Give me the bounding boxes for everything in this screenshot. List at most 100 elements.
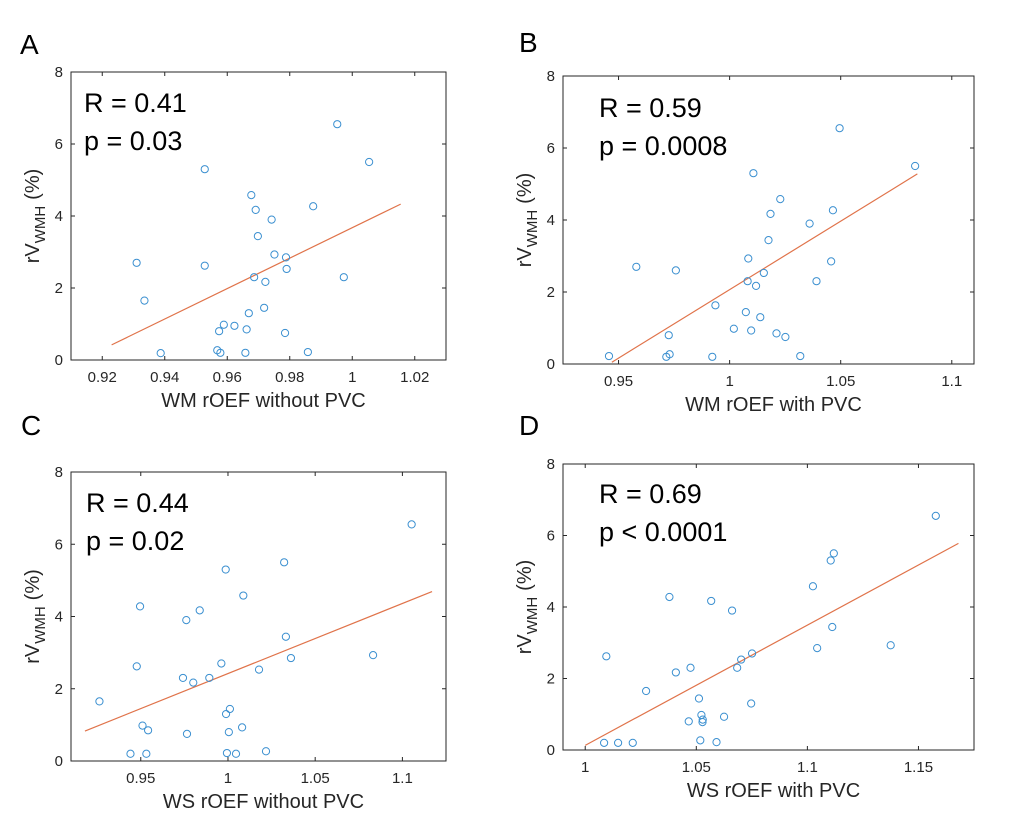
data-point [829, 549, 838, 558]
data-point [602, 652, 611, 661]
data-point [215, 327, 224, 336]
data-point [812, 277, 821, 286]
x-tick-label: 1.05 [826, 373, 855, 390]
panel-letter: B [519, 27, 538, 58]
data-point [931, 511, 940, 520]
data-point [333, 120, 342, 129]
data-point [221, 709, 231, 719]
data-point [205, 673, 214, 683]
data-point [764, 236, 773, 245]
data-point [751, 281, 761, 290]
y-axis-label: rVWMH (%) [514, 560, 541, 655]
x-axis-label: WS rOEF without PVC [163, 791, 364, 813]
data-point [365, 157, 374, 167]
data-point [641, 686, 651, 696]
data-point [95, 697, 104, 706]
data-point [200, 261, 209, 270]
data-point [665, 592, 674, 602]
y-tick-label: 4 [55, 609, 63, 626]
data-point [281, 253, 291, 262]
x-tick-label: 0.95 [126, 770, 155, 787]
y-tick-label: 0 [55, 753, 63, 770]
x-axis-label: WS rOEF with PVC [687, 780, 860, 802]
data-point [407, 520, 416, 529]
y-label-unit: (%) [22, 169, 44, 200]
data-point [747, 649, 757, 658]
x-tick-label: 0.94 [150, 369, 179, 386]
data-point [766, 209, 775, 218]
data-point [135, 602, 145, 611]
data-point [251, 205, 260, 214]
y-tick-label: 2 [55, 681, 63, 698]
data-point [242, 325, 251, 334]
y-tick-label: 6 [547, 528, 555, 545]
data-point [286, 653, 296, 663]
p-value: p < 0.0001 [599, 517, 727, 547]
data-point [600, 738, 609, 747]
data-point [826, 556, 835, 565]
data-point [132, 662, 141, 671]
data-point [182, 616, 191, 625]
y-label-subscript: WMH [32, 606, 49, 644]
y-tick-label: 0 [547, 742, 555, 759]
data-point [737, 655, 746, 664]
data-point [216, 348, 225, 357]
data-point [225, 704, 234, 714]
y-tick-label: 2 [547, 284, 555, 301]
data-point [140, 296, 149, 305]
data-point [628, 738, 637, 747]
data-point [132, 258, 141, 267]
y-axis-label: rVWMH (%) [514, 173, 541, 268]
x-tick-label: 1.02 [400, 369, 429, 386]
fit-line [84, 591, 433, 732]
x-tick-label: 1.1 [392, 770, 413, 787]
y-tick-label: 4 [55, 208, 63, 225]
y-tick-label: 8 [547, 68, 555, 85]
data-point [711, 301, 720, 310]
data-point [230, 321, 239, 330]
data-point [613, 738, 623, 747]
r-value: R = 0.44 [86, 488, 189, 518]
data-point [808, 582, 818, 591]
y-tick-label: 0 [55, 352, 63, 369]
panel-d: D 1 1.05 1.1 1.15 0 2 4 6 8 R = 0.69 p < 0.0001 WS r… [514, 410, 975, 802]
panel-letter: D [519, 410, 539, 441]
panel-c: C 0.95 1 1.05 1.1 0 2 4 6 8 R = 0.44 p = 0.02 WS rOE… [21, 410, 447, 813]
y-label-subscript: WMH [524, 210, 541, 248]
p-value: p = 0.0008 [599, 131, 727, 161]
x-tick-label: 1 [581, 759, 589, 776]
y-label-unit: (%) [514, 173, 536, 204]
x-tick-label: 0.98 [275, 369, 304, 386]
data-point [309, 202, 318, 211]
data-point [224, 728, 233, 737]
data-point [828, 206, 838, 215]
data-point [247, 191, 256, 200]
y-tick-label: 6 [55, 536, 63, 553]
data-point [261, 277, 270, 286]
y-tick-label: 8 [55, 64, 63, 81]
data-point [827, 257, 836, 266]
data-point [250, 273, 259, 282]
data-point [719, 712, 729, 721]
data-point [219, 320, 228, 329]
y-label-subscript: WMH [524, 597, 541, 635]
y-tick-label: 6 [547, 140, 555, 157]
y-tick-label: 8 [547, 456, 555, 473]
data-point [698, 715, 707, 724]
data-point [707, 596, 716, 606]
data-point [743, 277, 752, 286]
y-label-main: rV [514, 634, 536, 655]
data-point [835, 124, 844, 133]
data-point [911, 161, 920, 171]
x-tick-label: 1.15 [904, 759, 933, 776]
data-point [189, 678, 198, 687]
y-tick-label: 2 [55, 280, 63, 297]
data-point [244, 309, 253, 318]
x-tick-label: 1.05 [301, 770, 330, 787]
data-point [686, 663, 695, 672]
data-point [747, 326, 756, 335]
y-label-unit: (%) [514, 560, 536, 591]
data-point [303, 347, 312, 357]
panel-a: A 0.92 0.94 0.96 0.98 1 1.02 0 2 4 6 8 R = 0.41 p = 0… [20, 29, 447, 412]
